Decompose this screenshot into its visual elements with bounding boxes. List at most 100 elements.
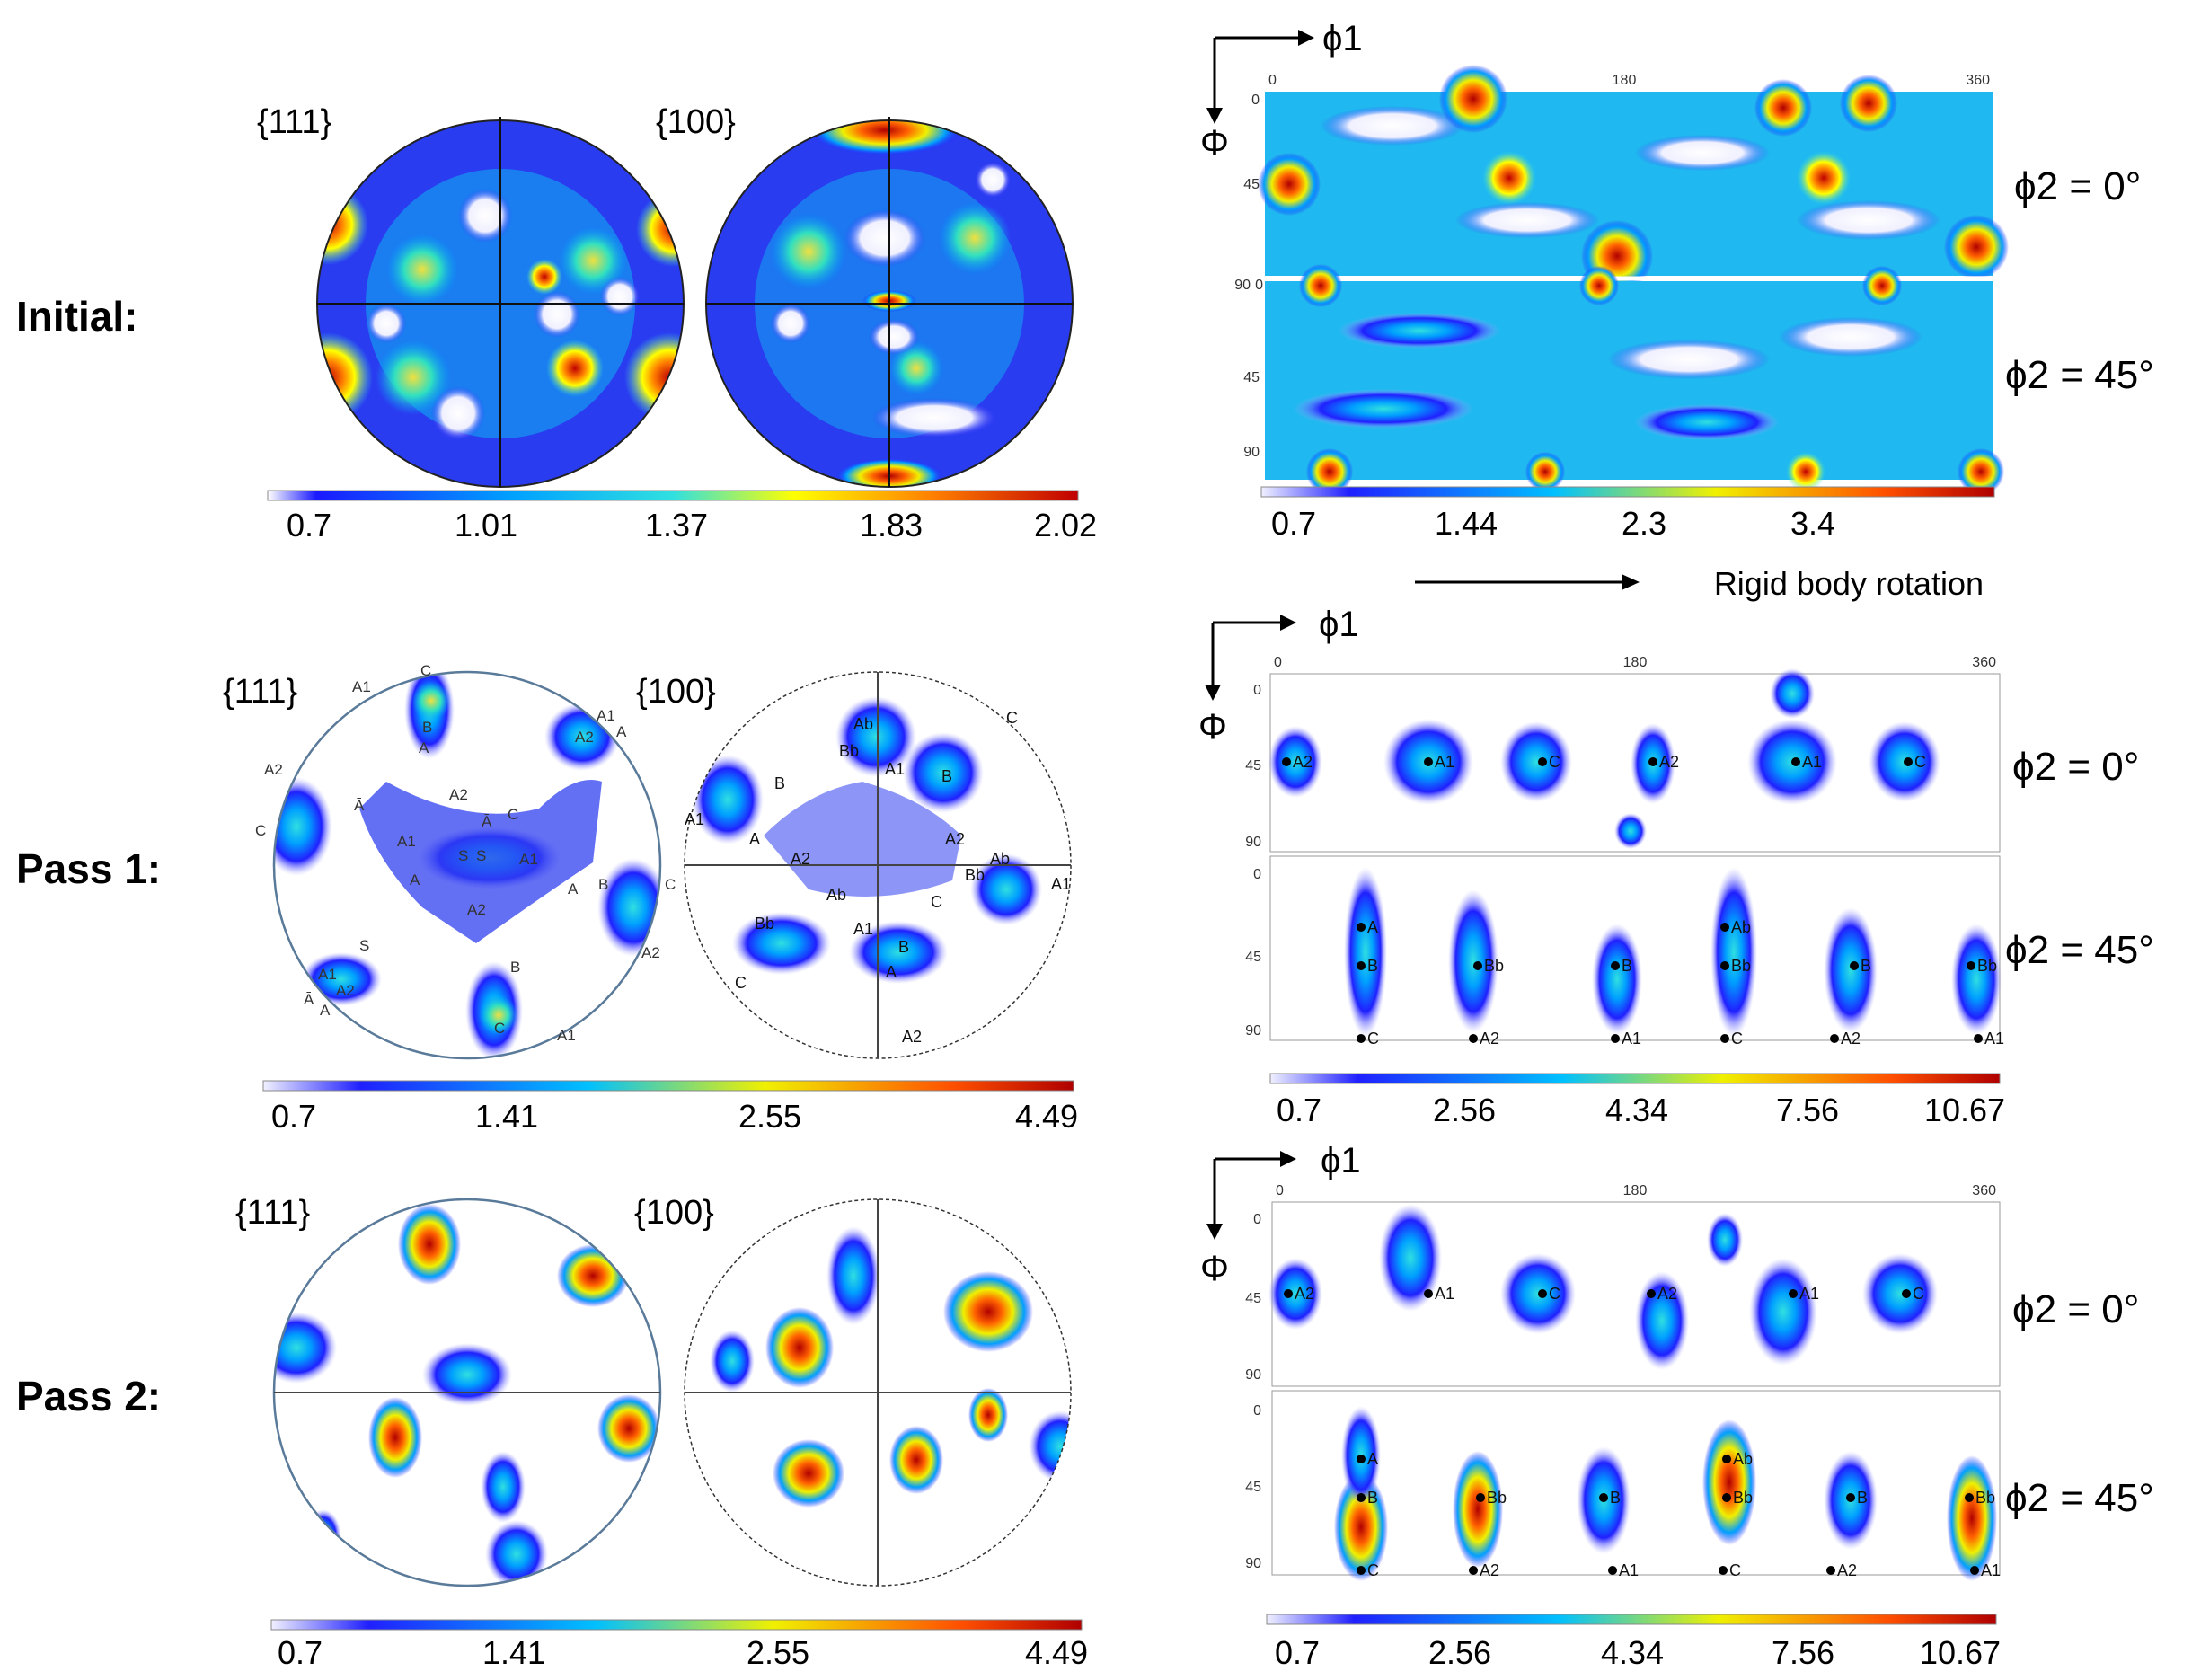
odf-pass1-ytick-2: 90 <box>1245 835 1261 850</box>
pf111-marker: Ā <box>304 991 314 1008</box>
odf-pass2-ytick-1: 45 <box>1245 1291 1261 1306</box>
axis-arrows-pass2 <box>1206 1151 1296 1240</box>
odf-marker: A2 <box>1659 753 1679 771</box>
pf100-marker: A1 <box>885 760 905 778</box>
odf-pass2-phi2-0 <box>1268 1201 2001 1387</box>
odf-pass2-xtick-0: 0 <box>1276 1183 1284 1198</box>
axis-arrows-pass1 <box>1205 615 1296 701</box>
odf-pass2-xtick-1: 180 <box>1623 1183 1648 1198</box>
odf-pass1-ytick-5: 90 <box>1245 1023 1261 1039</box>
pf111-marker: A <box>568 880 579 897</box>
odf-pass1-phi2-0 <box>1268 668 2001 853</box>
odf-marker: A2 <box>1657 1285 1677 1303</box>
pf-label-pass1-111: {111} <box>223 673 297 711</box>
phi1-axis-label-pass1: ϕ1 <box>1319 605 1359 644</box>
pf-scale-pass2-3: 4.49 <box>1025 1634 1088 1671</box>
odf-marker: B <box>1622 957 1632 975</box>
pf100-marker: A <box>749 830 760 848</box>
odf-initial-ytick-4: 45 <box>1243 370 1260 385</box>
odf-initial-ytick-1: 45 <box>1243 177 1260 192</box>
odf-marker: C <box>1729 1561 1741 1579</box>
pf-label-100: {100} <box>656 103 736 141</box>
pf-label-pass2-111: {111} <box>235 1194 310 1232</box>
pf100-marker: Bb <box>755 915 774 933</box>
phi1-axis-label-pass2: ϕ1 <box>1321 1141 1361 1180</box>
pf100-marker: Ab <box>990 850 1010 868</box>
pf111-marker: A1 <box>397 833 416 850</box>
odf-pass2-ytick-0: 0 <box>1253 1212 1261 1227</box>
rigid-body-rotation-label: Rigid body rotation <box>1714 565 1984 602</box>
odf-marker: A1 <box>1435 1285 1454 1303</box>
odf-pass2-ytick-3: 0 <box>1253 1403 1261 1419</box>
phi2-label-pass1-0: ϕ2 = 0° <box>2012 745 2139 789</box>
odf-marker: A1 <box>1799 1285 1819 1303</box>
pf111-marker: Ā <box>354 797 365 814</box>
pf-label-pass1-100: {100} <box>636 673 716 711</box>
odf-markers-pass1-top: A2 A1 C A2 A1 C <box>1282 753 1926 771</box>
odf-pass1-xtick-2: 360 <box>1972 655 1996 670</box>
pf111-markers-pass1: A1 C B A A1 A2 A A2 Ā C Ā A2 C A1 S S A1… <box>255 662 676 1044</box>
pf-colorbar-pass1 <box>262 1080 1074 1092</box>
pf100-markers-pass1: Ab Bb A1 B C A1 B A A2 A2 Ab Bb Ab A1 Bb… <box>685 709 1071 1046</box>
phi2-label-initial-45: ϕ2 = 45° <box>2005 353 2154 397</box>
pf-scale-initial-3: 1.83 <box>860 507 923 544</box>
row-label-pass1: Pass 1: <box>16 845 161 892</box>
odf-marker: B <box>1610 1489 1621 1507</box>
odf-marker: Bb <box>1731 957 1751 975</box>
pole-figure-pass2-100 <box>684 1198 1072 1587</box>
odf-scale-pass2-0: 0.7 <box>1275 1634 1320 1671</box>
odf-pass1-ytick-1: 45 <box>1245 758 1261 774</box>
odf-pass1-ytick-0: 0 <box>1253 683 1261 698</box>
odf-pass2-phi2-45 <box>1271 1390 2001 1581</box>
row-label-pass2: Pass 2: <box>16 1373 161 1419</box>
odf-markers-pass2-top: A2 A1 C A2 A1 C <box>1284 1285 1924 1303</box>
pf100-marker: Ab <box>826 886 846 904</box>
odf-scale-initial-0: 0.7 <box>1271 505 1316 542</box>
pf-colorbar-initial <box>267 490 1079 501</box>
pf100-marker: A2 <box>945 830 965 848</box>
odf-marker: C <box>1367 1561 1379 1579</box>
pf111-marker: A2 <box>264 761 283 778</box>
pf-scale-pass2-0: 0.7 <box>278 1634 323 1671</box>
odf-scale-pass1-3: 7.56 <box>1776 1092 1839 1128</box>
pole-figure-initial-100 <box>705 117 1074 488</box>
odf-scale-initial-1: 1.44 <box>1435 505 1498 542</box>
row-label-initial: Initial: <box>16 293 137 340</box>
pf100-marker: B <box>774 774 785 792</box>
pf100-marker: A1 <box>1051 875 1071 893</box>
pf111-marker: A <box>419 739 429 756</box>
Phi-axis-label-pass1: Φ <box>1198 707 1227 747</box>
pf100-marker: C <box>1006 709 1018 727</box>
odf-initial-ytick-5: 90 <box>1243 445 1260 460</box>
odf-initial-ytick-3: 0 <box>1255 278 1263 293</box>
phi2-label-pass2-0: ϕ2 = 0° <box>2012 1287 2139 1331</box>
pf100-marker: B <box>898 938 909 956</box>
odf-pass2-ytick-2: 90 <box>1245 1367 1261 1383</box>
phi2-label-pass2-45: ϕ2 = 45° <box>2005 1476 2154 1520</box>
pf100-marker: A1 <box>685 810 704 828</box>
pf-scale-pass1-3: 4.49 <box>1015 1098 1078 1135</box>
odf-pass1-ytick-4: 45 <box>1245 950 1261 965</box>
pf111-marker: C <box>665 876 676 893</box>
odf-marker: A <box>1367 1450 1378 1468</box>
odf-marker: C <box>1914 753 1926 771</box>
odf-marker: Bb <box>1975 1489 1995 1507</box>
pf111-marker: C <box>255 822 266 839</box>
odf-scale-pass2-4: 10.67 <box>1920 1634 2001 1671</box>
odf-pass1-phi2-45 <box>1269 855 2002 1041</box>
pf-scale-pass2-2: 2.55 <box>747 1634 809 1671</box>
pf111-marker: A1 <box>597 707 615 724</box>
odf-marker: A2 <box>1841 1030 1861 1048</box>
pf-scale-initial-4: 2.02 <box>1034 507 1097 544</box>
odf-scale-pass1-2: 4.34 <box>1605 1092 1668 1128</box>
odf-marker: A1 <box>1435 753 1454 771</box>
odf-pass1-ytick-3: 0 <box>1253 867 1261 882</box>
rigid-body-rotation-arrow <box>1415 574 1640 590</box>
odf-marker: A <box>1367 918 1378 936</box>
pf111-marker: C <box>494 1020 505 1037</box>
odf-marker: B <box>1861 957 1871 975</box>
odf-marker: A2 <box>1480 1030 1499 1048</box>
pf-label-pass2-100: {100} <box>634 1194 714 1232</box>
pf-scale-initial-0: 0.7 <box>287 507 331 544</box>
